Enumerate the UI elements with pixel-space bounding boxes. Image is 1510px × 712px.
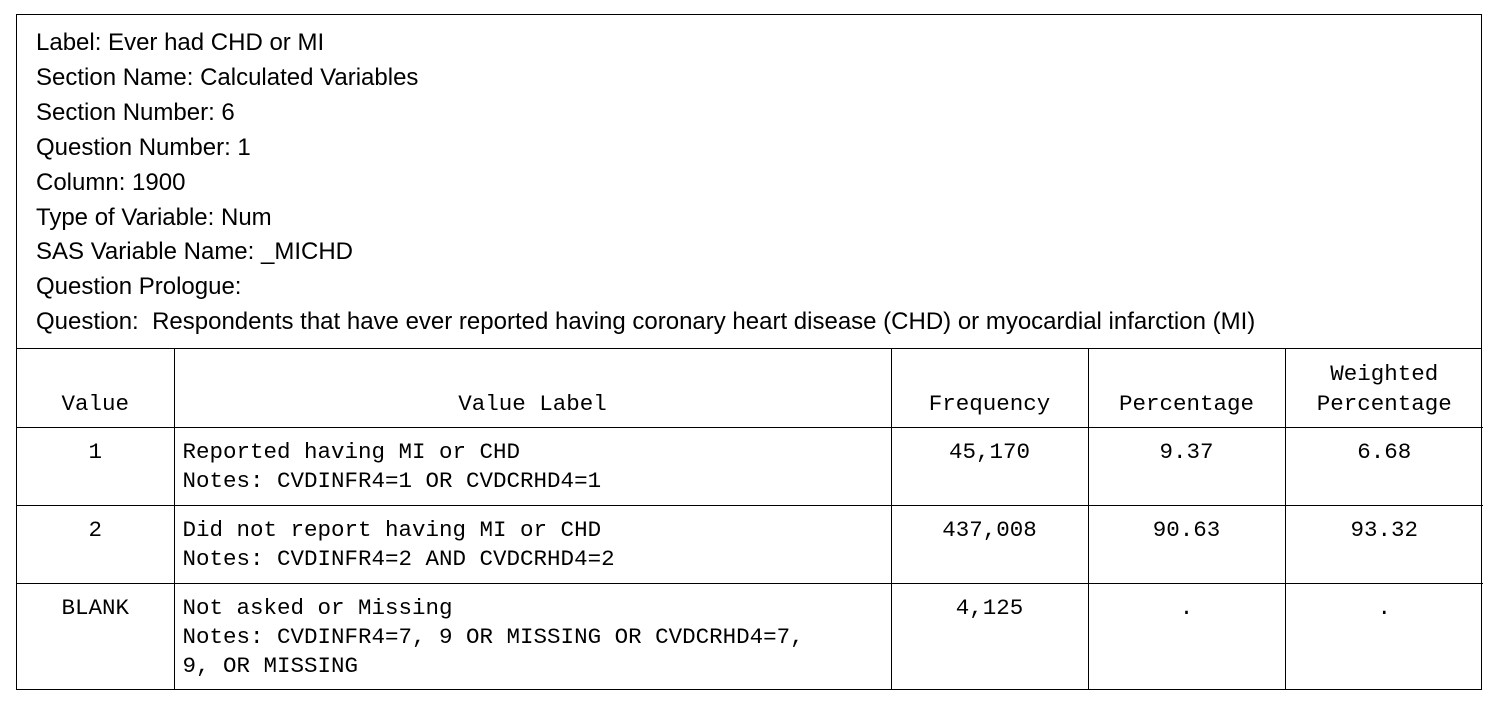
header-frequency: Frequency	[890, 349, 1089, 428]
type-of-variable-line: Type of Variable: Num	[36, 203, 272, 231]
sas-variable-name-line: SAS Variable Name: _MICHD	[36, 238, 353, 266]
cell-frequency: 45,170	[890, 426, 1089, 506]
value-label-text: Not asked or Missing	[182, 594, 453, 621]
header-weighted-line1: Weighted	[1330, 360, 1439, 387]
cell-value-label: Did not report having MI or CHD Notes: C…	[173, 504, 892, 584]
cell-frequency: 4,125	[890, 582, 1089, 689]
cell-weighted-percentage: .	[1284, 582, 1483, 689]
header-weighted-percentage: Weighted Percentage	[1284, 349, 1483, 428]
header-percentage: Percentage	[1087, 349, 1286, 428]
cell-value: 2	[17, 504, 175, 584]
value-label-text: Reported having MI or CHD	[182, 438, 521, 465]
cell-percentage: .	[1087, 582, 1286, 689]
header-weighted-line2: Percentage	[1316, 390, 1452, 417]
cell-value: 1	[17, 426, 175, 506]
cell-weighted-percentage: 6.68	[1284, 426, 1483, 506]
cell-value: BLANK	[17, 582, 175, 689]
cell-frequency: 437,008	[890, 504, 1089, 584]
section-name-line: Section Name: Calculated Variables	[36, 63, 419, 91]
table-row: 1 Reported having MI or CHD Notes: CVDIN…	[17, 426, 1483, 506]
cell-value-label: Reported having MI or CHD Notes: CVDINFR…	[173, 426, 892, 506]
cell-percentage: 90.63	[1087, 504, 1286, 584]
table-header-row: Value Value Label Frequency Percentage W…	[17, 349, 1483, 428]
question-line: Question: Respondents that have ever rep…	[36, 308, 1256, 336]
value-label-notes-continued: 9, OR MISSING	[182, 652, 359, 679]
cell-percentage: 9.37	[1087, 426, 1286, 506]
value-label-notes: Notes: CVDINFR4=7, 9 OR MISSING OR CVDCR…	[182, 623, 804, 650]
header-value-label: Value Label	[173, 349, 892, 428]
label-line: Label: Ever had CHD or MI	[36, 29, 325, 56]
section-number-line: Section Number: 6	[36, 98, 235, 126]
question-number-line: Question Number: 1	[36, 133, 251, 161]
table-row: 2 Did not report having MI or CHD Notes:…	[17, 504, 1483, 584]
cell-weighted-percentage: 93.32	[1284, 504, 1483, 584]
frequency-table: Value Value Label Frequency Percentage W…	[17, 349, 1483, 689]
value-label-text: Did not report having MI or CHD	[182, 516, 602, 543]
cell-value-label: Not asked or Missing Notes: CVDINFR4=7, …	[173, 582, 892, 689]
header-value: Value	[17, 349, 175, 428]
question-prologue-line: Question Prologue:	[36, 273, 242, 301]
value-label-notes: Notes: CVDINFR4=1 OR CVDCRHD4=1	[182, 467, 602, 494]
variable-metadata: Label: Ever had CHD or MI Section Name: …	[17, 15, 1481, 349]
table-row: BLANK Not asked or Missing Notes: CVDINF…	[17, 582, 1483, 689]
value-label-notes: Notes: CVDINFR4=2 AND CVDCRHD4=2	[182, 545, 615, 572]
column-line: Column: 1900	[36, 168, 186, 196]
codebook-entry: Label: Ever had CHD or MI Section Name: …	[16, 14, 1483, 690]
